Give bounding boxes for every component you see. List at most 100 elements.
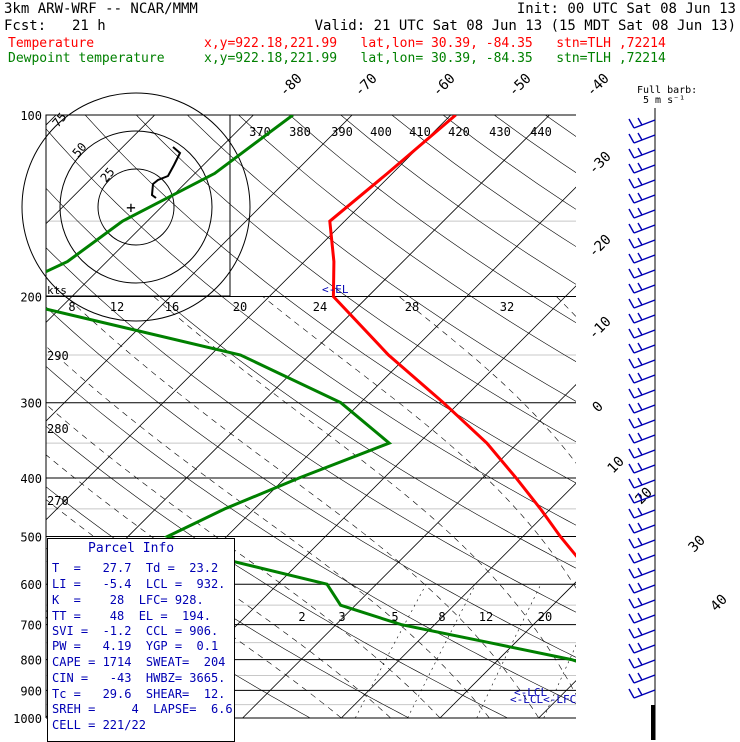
wind-barb: [629, 388, 655, 398]
isotherm-line: [440, 115, 740, 718]
wind-barb: [629, 133, 655, 143]
theta-label: 430: [489, 125, 511, 139]
wind-barb: [629, 553, 655, 563]
dry-adiabat-line: [596, 115, 740, 731]
parcel-row: CELL = 221/22: [52, 718, 146, 732]
hodograph-ring-label: 25: [98, 165, 118, 185]
wind-barb: [629, 253, 655, 263]
wind-barb: [629, 403, 655, 413]
wind-barb: [629, 118, 655, 128]
wind-barb: [629, 193, 655, 203]
hodograph-speed-label: 12: [110, 300, 124, 314]
wind-barb: [629, 448, 655, 458]
theta-label: 270: [47, 494, 69, 508]
hodograph-speed-label: 28: [405, 300, 419, 314]
pressure-tick-label: 900: [20, 684, 42, 698]
wind-barb: [629, 223, 655, 233]
hodograph-speed-label: 32: [500, 300, 514, 314]
dry-adiabat-line: [239, 115, 740, 731]
parcel-info-panel: Parcel Info T = 27.7 Td = 23.2 LI = -5.4…: [47, 538, 235, 742]
parcel-row: LI = -5.4 LCL = 932.: [52, 577, 225, 591]
wind-barb: [629, 373, 655, 383]
pressure-tick-label: 700: [20, 619, 42, 633]
dry-adiabat-line: [699, 115, 740, 731]
wind-barb: [629, 688, 655, 698]
theta-label: 380: [289, 125, 311, 139]
mixing-ratio-line: [408, 584, 476, 718]
hodograph-speed-label: 24: [313, 300, 327, 314]
mixing-ratio-label: 8: [438, 610, 445, 624]
wind-barb: [629, 433, 655, 443]
pressure-tick-label: 1000: [13, 712, 42, 726]
mixing-ratio-line: [355, 584, 426, 718]
pressure-tick-label: 500: [20, 530, 42, 544]
hodograph-units: kts: [47, 284, 67, 297]
moist-adiabat-line: [263, 297, 638, 719]
pressure-tick-label: 400: [20, 472, 42, 486]
wind-barb: [629, 178, 655, 188]
wind-barb: [629, 343, 655, 353]
theta-label: 370: [249, 125, 271, 139]
surface-wind-barb: [651, 705, 655, 740]
hodograph-frame: [46, 115, 230, 296]
mixing-ratio-label: 2: [298, 610, 305, 624]
moist-adiabat-line: [556, 297, 736, 719]
wind-legend-line2: 5 m s⁻¹: [643, 95, 685, 106]
wind-barb: [629, 538, 655, 548]
hodograph-speed-label: 8: [68, 300, 75, 314]
dry-adiabat-line: [443, 115, 740, 731]
wind-barb: [629, 313, 655, 323]
parcel-row: CAPE = 1714 SWEAT= 204: [52, 655, 225, 669]
isotherm-label: 40: [708, 592, 731, 615]
pressure-tick-label: 300: [20, 397, 42, 411]
parcel-row: K = 28 LFC= 928.: [52, 593, 204, 607]
hodograph-ring-label: 75: [50, 110, 70, 130]
parcel-row: TT = 48 EL = 194.: [52, 609, 211, 623]
isotherm-label: -60: [430, 71, 459, 100]
wind-barb: [629, 673, 655, 683]
dry-adiabat-line: [392, 115, 740, 731]
mixing-ratio-label: 3: [338, 610, 345, 624]
wind-barb: [629, 238, 655, 248]
wind-barb: [629, 418, 655, 428]
pressure-tick-label: 200: [20, 291, 42, 305]
theta-label: 280: [47, 422, 69, 436]
hodograph-ring-label: 50: [70, 140, 90, 160]
theta-label: 410: [409, 125, 431, 139]
wind-barb: [629, 628, 655, 638]
wind-barb: [629, 508, 655, 518]
wind-barb: [629, 523, 655, 533]
dry-adiabat-line: [494, 115, 740, 731]
wind-barb: [629, 463, 655, 473]
isotherm-label: 10: [605, 454, 628, 477]
parcel-row: Tc = 29.6 SHEAR= 12.: [52, 687, 225, 701]
moist-adiabat-line: [703, 297, 740, 719]
isotherm-line: [637, 115, 740, 718]
isotherm-line: [539, 115, 740, 718]
isotherm-label: -80: [277, 71, 306, 100]
parcel-row: PW = 4.19 YGP = 0.1: [52, 639, 218, 653]
mixing-ratio-label: 20: [538, 610, 552, 624]
lfc-marker-label: <-LCL<-LFC: [510, 693, 576, 706]
isotherm-label: -40: [584, 71, 613, 100]
parcel-row: T = 27.7 Td = 23.2: [52, 561, 218, 575]
wind-barb: [629, 568, 655, 578]
isotherm-line: [243, 115, 740, 718]
parcel-row: SREH = 4 LAPSE= 6.6: [52, 702, 233, 716]
dry-adiabat-line: [545, 115, 740, 731]
wind-barb: [629, 208, 655, 218]
temperature-curve: [330, 115, 740, 718]
dry-adiabat-line: [341, 115, 740, 731]
theta-label: 400: [370, 125, 392, 139]
wind-barb: [629, 643, 655, 653]
isotherm-label: -70: [352, 71, 381, 100]
wind-barb: [629, 328, 655, 338]
theta-label: 440: [530, 125, 552, 139]
wind-barb: [629, 358, 655, 368]
mixing-ratio-label: 12: [479, 610, 493, 624]
parcel-row: CIN = -43 HWBZ= 3665.: [52, 671, 225, 685]
isotherm-label: 0: [590, 399, 607, 416]
wind-barb: [629, 598, 655, 608]
isotherm-label: -10: [586, 314, 615, 343]
isotherm-label: -50: [506, 71, 535, 100]
